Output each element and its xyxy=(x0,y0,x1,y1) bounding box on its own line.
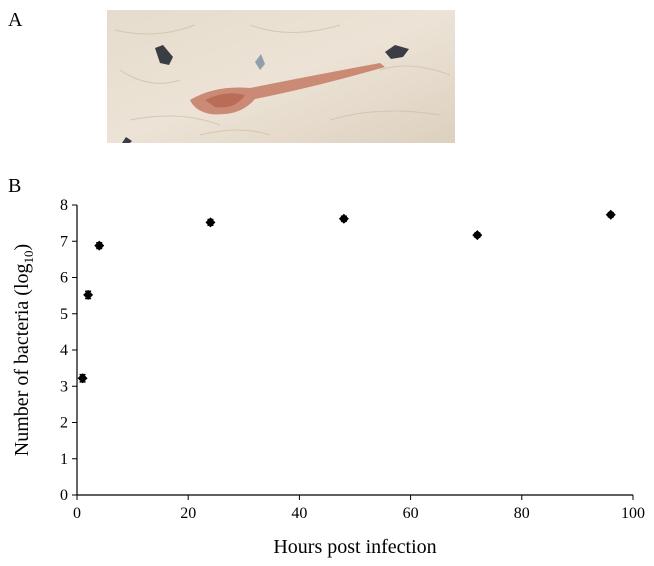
point xyxy=(338,213,349,224)
point xyxy=(605,209,616,220)
y-axis-label: Number of bacteria (log10) xyxy=(11,244,36,456)
panel-label: B xyxy=(8,175,21,197)
x-tick-label: 100 xyxy=(621,505,645,522)
x-tick-label: 40 xyxy=(291,505,307,522)
y-tick-label: 4 xyxy=(60,342,68,359)
x-tick-label: 0 xyxy=(73,505,81,522)
x-tick-label: 60 xyxy=(403,505,419,522)
point xyxy=(83,289,94,300)
chart: Hours post infection Number of bacteria … xyxy=(11,205,633,558)
y-tick-label: 3 xyxy=(60,378,68,395)
y-tick-label: 5 xyxy=(60,306,68,323)
y-tick-label: 1 xyxy=(60,451,68,468)
x-axis-label: Hours post infection xyxy=(273,536,436,558)
point xyxy=(77,373,88,384)
point xyxy=(472,230,483,241)
y-tick-label: 7 xyxy=(60,233,68,250)
y-tick-label: 2 xyxy=(60,415,68,432)
y-tick-label: 6 xyxy=(60,270,68,287)
x-tick-label: 80 xyxy=(514,505,530,522)
y-tick-label: 8 xyxy=(60,197,68,214)
y-label-text: Number of bacteria (log xyxy=(11,263,33,456)
photo xyxy=(107,10,455,143)
y-label-text: ) xyxy=(11,244,33,251)
y-label-subscript: 10 xyxy=(21,250,36,263)
y-tick-label: 0 xyxy=(60,487,68,504)
point xyxy=(205,217,216,228)
point xyxy=(94,240,105,251)
x-tick-label: 20 xyxy=(180,505,196,522)
panel-label: A xyxy=(8,9,23,31)
